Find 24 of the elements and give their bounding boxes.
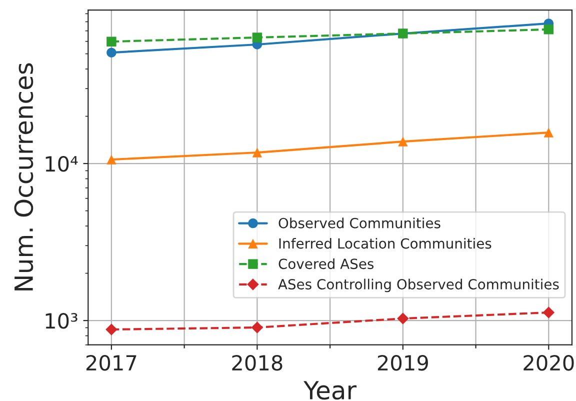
point [252,32,262,42]
point [397,312,409,324]
y-tick-label: 10⁴ [46,156,78,172]
point [106,324,118,336]
y-tick-label: 10³ [46,312,78,329]
point [251,322,264,334]
legend-label: Inferred Location Communities [279,238,492,249]
x-axis-title: Year [304,381,357,400]
legend-label: ASes Controlling Observed Communities [278,278,559,292]
point [544,24,554,34]
x-tick-label: 2019 [378,354,428,371]
y-axis-title: Num. Occurrences [14,63,34,290]
point [542,306,555,318]
x-tick-label: 2020 [524,354,574,371]
x-tick-label: 2018 [232,354,282,371]
point [252,148,262,158]
point [106,154,116,164]
point [106,36,116,46]
point [106,48,116,58]
x-tick-label: 2017 [86,354,136,371]
legend-label: Covered ASes [278,258,374,270]
point [544,128,554,138]
point [398,136,408,146]
legend-label: Observed Communities [278,218,440,228]
